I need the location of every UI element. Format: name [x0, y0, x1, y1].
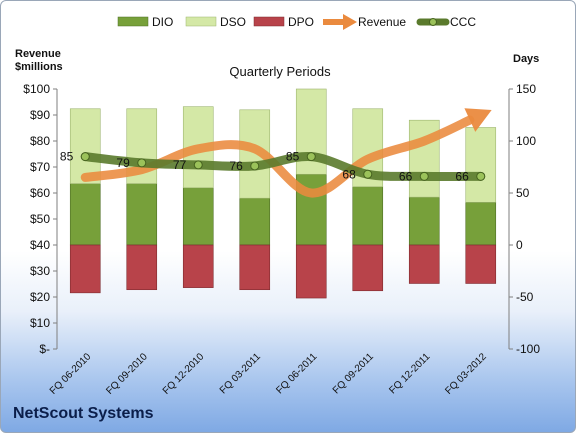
- bar-dio: [239, 197, 271, 246]
- bar-dio: [408, 196, 440, 246]
- ccc-data-label: 66: [455, 169, 469, 183]
- legend-dso: DSO: [185, 15, 246, 29]
- ccc-data-label: 77: [173, 158, 187, 172]
- legend-revenue: Revenue: [323, 14, 406, 30]
- ccc-point: [80, 152, 90, 162]
- category-label: FQ 12-2011: [387, 351, 432, 396]
- revenue-arrow-head: [464, 108, 492, 132]
- left-axis-title-line1: Revenue: [15, 48, 61, 60]
- left-tick-label: $80: [30, 134, 50, 148]
- left-tick-label: $30: [30, 264, 50, 278]
- ccc-data-label: 79: [116, 156, 130, 170]
- company-name: NetScout Systems: [13, 405, 154, 422]
- left-tick-label: $-: [39, 342, 50, 356]
- ccc-line: 85 79 77 76 85 68 66 66: [60, 150, 486, 183]
- bar-dpo: [465, 244, 497, 284]
- legend-dpo: DPO: [253, 15, 314, 29]
- category-label: FQ 06-2010: [48, 351, 94, 397]
- ccc-point: [193, 160, 203, 170]
- legend-label-dso: DSO: [220, 15, 246, 29]
- legend-label-dio: DIO: [152, 15, 173, 29]
- legend-label-revenue: Revenue: [358, 15, 406, 29]
- left-tick-label: $70: [30, 160, 50, 174]
- bar-dio: [126, 183, 158, 246]
- right-axis-title: Days: [513, 53, 539, 65]
- category-label: FQ 03-2012: [443, 351, 489, 397]
- left-tick-label: $100: [23, 82, 50, 96]
- category-label: FQ 09-2011: [331, 351, 376, 396]
- ccc-data-label: 76: [229, 159, 243, 173]
- right-axis: -100 -50 0 50 100 150: [508, 82, 540, 356]
- bar-dpo: [295, 244, 327, 299]
- ccc-point: [476, 171, 486, 181]
- legend-dio: DIO: [117, 15, 173, 29]
- right-tick-label: -50: [516, 290, 534, 304]
- ccc-data-label: 85: [60, 150, 74, 164]
- ccc-data-label: 85: [286, 150, 300, 164]
- bar-dpo: [69, 244, 101, 294]
- bars: [69, 88, 497, 299]
- category-label: FQ 09-2010: [104, 351, 150, 397]
- bar-dpo: [239, 244, 271, 291]
- left-tick-label: $50: [30, 212, 50, 226]
- left-tick-label: $60: [30, 186, 50, 200]
- bar-dio: [182, 187, 214, 246]
- left-tick-label: $90: [30, 108, 50, 122]
- right-tick-label: 150: [516, 82, 536, 96]
- ccc-point: [137, 158, 147, 168]
- bar-dpo: [408, 244, 440, 284]
- ccc-point: [250, 161, 260, 171]
- left-tick-label: $40: [30, 238, 50, 252]
- left-tick-label: $10: [30, 316, 50, 330]
- left-axis-title-line2: $millions: [15, 61, 63, 73]
- chart-title: Quarterly Periods: [229, 64, 331, 79]
- left-axis: $- $10 $20 $30 $40 $50 $60 $70 $80 $90 $100: [23, 82, 58, 356]
- bar-dpo: [352, 244, 384, 292]
- ccc-data-label: 68: [342, 167, 356, 181]
- right-tick-label: 100: [516, 134, 536, 148]
- left-tick-label: $20: [30, 290, 50, 304]
- category-labels: FQ 06-2010 FQ 09-2010 FQ 12-2010 FQ 03-2011…: [48, 351, 489, 397]
- legend-label-ccc: CCC: [450, 15, 476, 29]
- legend-ccc: CCC: [416, 15, 476, 29]
- bar-dso: [465, 127, 497, 203]
- bar-dpo: [126, 244, 158, 291]
- legend-label-dpo: DPO: [288, 15, 314, 29]
- right-tick-label: 50: [516, 186, 530, 200]
- bar-dpo: [182, 244, 214, 288]
- ccc-point: [363, 169, 373, 179]
- ccc-data-label: 66: [399, 169, 413, 183]
- ccc-point: [306, 152, 316, 162]
- ccc-point: [419, 171, 429, 181]
- bar-dio: [352, 186, 384, 246]
- right-tick-label: 0: [516, 238, 523, 252]
- legend: DIO DSO DPO Revenue CCC: [117, 14, 476, 30]
- category-label: FQ 03-2011: [218, 351, 263, 396]
- bar-dio: [465, 202, 497, 246]
- right-tick-label: -100: [516, 342, 540, 356]
- category-label: FQ 06-2011: [274, 351, 319, 396]
- ccc-series-line: [80, 152, 486, 182]
- category-label: FQ 12-2010: [161, 351, 207, 397]
- bar-dso: [69, 108, 101, 184]
- bar-dio: [69, 183, 101, 246]
